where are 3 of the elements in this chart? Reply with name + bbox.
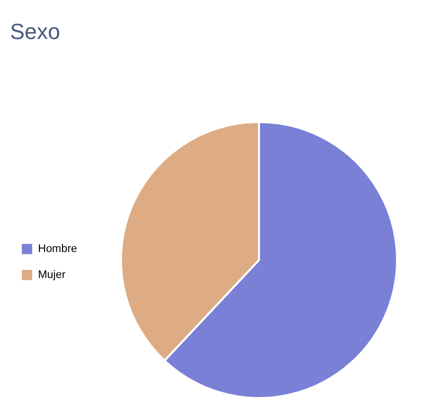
- chart-title: Sexo: [10, 19, 60, 44]
- legend-label: Hombre: [38, 243, 78, 255]
- legend-label: Mujer: [38, 269, 66, 281]
